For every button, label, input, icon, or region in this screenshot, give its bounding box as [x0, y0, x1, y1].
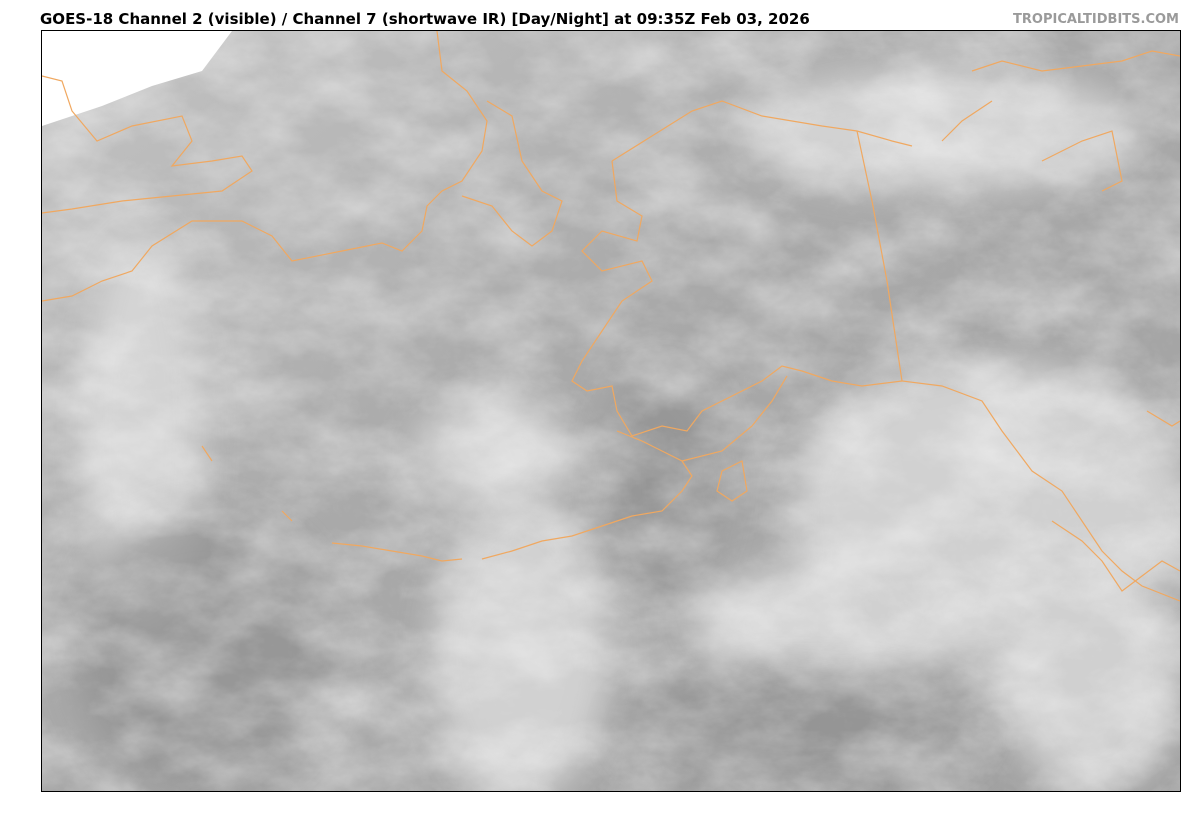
- map-title: GOES-18 Channel 2 (visible) / Channel 7 …: [40, 10, 810, 28]
- source-credit: TROPICALTIDBITS.COM: [1013, 12, 1179, 27]
- no-data-region: [42, 31, 232, 126]
- satellite-imagery: [42, 31, 1180, 791]
- satellite-map: [41, 30, 1181, 792]
- coastlines: [42, 31, 1180, 602]
